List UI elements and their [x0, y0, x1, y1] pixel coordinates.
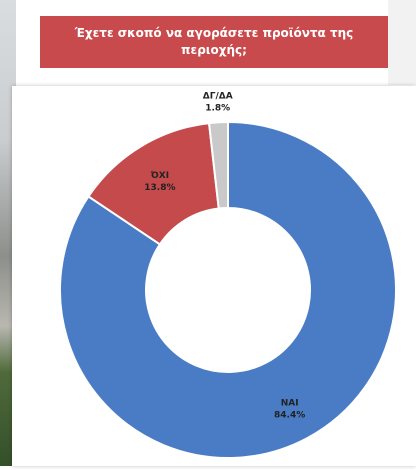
donut-chart: ΝΑΙ 84.4% ΌΧΙ 13.8% ΔΓ/ΔΑ 1.8% — [59, 91, 397, 459]
background-panel — [388, 0, 416, 85]
slice-label-1: ΌΧΙ 13.8% — [144, 170, 175, 193]
slice-value-label: 1.8% — [205, 103, 230, 113]
slice-label-0: ΝΑΙ 84.4% — [274, 399, 305, 421]
slice-value-label: 84.4% — [274, 411, 305, 421]
slice-label-2: ΔΓ/ΔΑ 1.8% — [203, 91, 233, 113]
slice-0 — [59, 120, 397, 459]
slice-2 — [207, 120, 229, 210]
slice-category-label: ΝΑΙ — [281, 399, 299, 409]
slice-value-label: 13.8% — [144, 183, 175, 193]
chart-title-text: Έχετε σκοπό να αγοράσετε προϊόντα της πε… — [74, 26, 354, 57]
chart-frame: ΝΑΙ 84.4% ΌΧΙ 13.8% ΔΓ/ΔΑ 1.8% — [12, 86, 416, 466]
slice-category-label: ΔΓ/ΔΑ — [203, 91, 233, 101]
chart-title: Έχετε σκοπό να αγοράσετε προϊόντα της πε… — [40, 16, 388, 68]
slice-category-label: ΌΧΙ — [150, 170, 169, 181]
